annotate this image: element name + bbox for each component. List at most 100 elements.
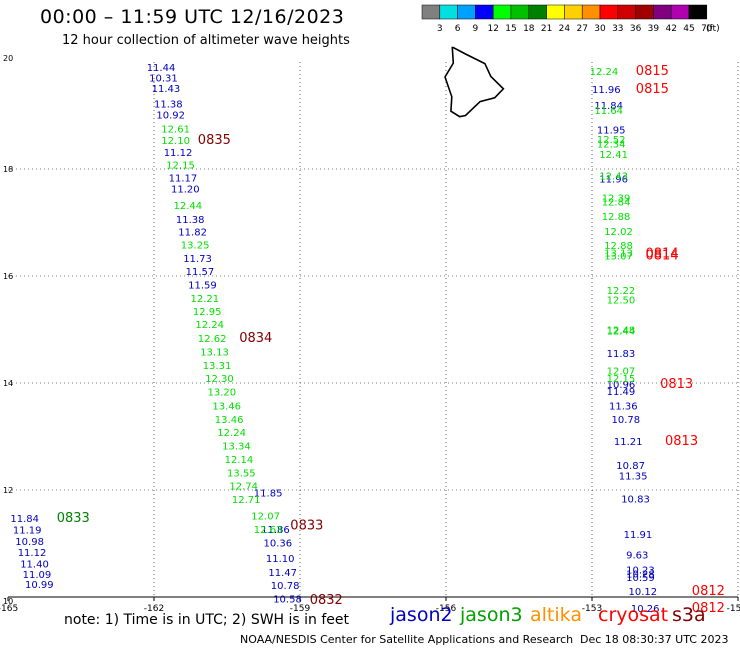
wave-height-label: 12.44 bbox=[174, 201, 203, 212]
wave-height-label: 12.63 bbox=[254, 525, 283, 536]
legend-label: 9 bbox=[473, 24, 479, 34]
time-label: 0833 bbox=[290, 518, 323, 533]
wave-height-label: 10.28 bbox=[626, 570, 655, 581]
wave-height-label: 11.96 bbox=[599, 175, 628, 186]
footer-note: note: 1) Time is in UTC; 2) SWH is in fe… bbox=[64, 612, 350, 628]
wave-height-label: 11.38 bbox=[176, 215, 205, 226]
wave-height-label: 12.95 bbox=[193, 307, 222, 318]
wave-height-label: 11.09 bbox=[23, 570, 52, 581]
wave-height-label: 10.23 bbox=[626, 566, 655, 577]
legend-label: 15 bbox=[505, 24, 516, 34]
wave-height-label: 11.36 bbox=[609, 402, 638, 413]
wave-height-label: 12.15 bbox=[166, 161, 195, 172]
time-label: 0832 bbox=[310, 593, 343, 608]
wave-height-label: 11.82 bbox=[178, 228, 207, 239]
wave-height-label: 12.24 bbox=[195, 320, 224, 331]
wave-height-label: 11.95 bbox=[597, 125, 626, 136]
wave-height-label: 12.34 bbox=[597, 139, 626, 150]
time-label: 0833 bbox=[57, 511, 90, 526]
time-label: 0814 bbox=[646, 247, 679, 262]
wave-height-label: 11.49 bbox=[607, 387, 636, 398]
legend-swatch bbox=[635, 4, 654, 20]
wave-height-label: 13.25 bbox=[181, 240, 210, 251]
time-label: 0812 bbox=[692, 601, 725, 616]
legend-swatch bbox=[492, 4, 512, 20]
wave-height-label: 10.58 bbox=[273, 595, 302, 606]
wave-height-label: 11.12 bbox=[18, 548, 47, 559]
wave-height-label: 10.78 bbox=[612, 415, 641, 426]
y-tick-label: 10 bbox=[3, 597, 13, 606]
x-tick-label: -156 bbox=[436, 604, 457, 614]
legend-label: 24 bbox=[559, 24, 571, 34]
time-label: 0814 bbox=[646, 249, 679, 264]
legend-swatch bbox=[528, 4, 547, 20]
legend-swatch bbox=[670, 4, 690, 20]
time-label: 0813 bbox=[665, 434, 698, 449]
wave-height-label: 11.19 bbox=[13, 526, 42, 537]
wave-height-label: 11.40 bbox=[20, 559, 49, 570]
satellite-s3a: s3a bbox=[672, 604, 706, 626]
wave-height-label: 11.86 bbox=[261, 525, 290, 536]
wave-height-label: 12.62 bbox=[198, 334, 227, 345]
x-tick-label: -165 bbox=[0, 604, 18, 614]
wave-height-label: 11.43 bbox=[152, 84, 181, 95]
wave-height-label: 12.48 bbox=[607, 326, 636, 337]
legend-label: 33 bbox=[612, 24, 623, 34]
wave-height-label: 13.07 bbox=[604, 252, 633, 263]
legend-swatch bbox=[617, 4, 636, 20]
time-label: 0835 bbox=[198, 133, 231, 148]
satellite-jason2: jason2 bbox=[390, 604, 453, 626]
legend-label: 39 bbox=[648, 24, 660, 34]
legend-unit: (ft) bbox=[706, 24, 720, 34]
wave-height-label: 10.92 bbox=[156, 110, 185, 121]
wave-height-label: 12.07 bbox=[251, 512, 280, 523]
wave-height-label: 12.22 bbox=[607, 286, 636, 297]
wave-height-label: 12.07 bbox=[607, 367, 636, 378]
chart-title: 00:00 – 11:59 UTC 12/16/2023 bbox=[40, 6, 345, 28]
island-outline bbox=[444, 46, 505, 118]
legend-label: 45 bbox=[683, 24, 694, 34]
wave-height-label: 11.91 bbox=[624, 530, 653, 541]
legend-swatch bbox=[475, 4, 494, 20]
wave-height-label: 13.31 bbox=[203, 361, 232, 372]
wave-height-label: 10.98 bbox=[15, 537, 44, 548]
wave-height-label: 12.30 bbox=[205, 374, 234, 385]
wave-height-label: 11.96 bbox=[592, 85, 621, 96]
legend-swatch bbox=[439, 4, 458, 20]
wave-height-label: 12.88 bbox=[602, 212, 631, 223]
time-label: 0815 bbox=[636, 64, 669, 79]
island-hawaii bbox=[444, 46, 505, 118]
legend-label: 42 bbox=[665, 24, 676, 34]
wave-height-label: 13.13 bbox=[604, 249, 633, 260]
legend-swatch bbox=[688, 4, 708, 20]
chart-subtitle: 12 hour collection of altimeter wave hei… bbox=[62, 33, 350, 48]
x-tick-label: -153 bbox=[582, 604, 602, 614]
wave-height-label: 12.10 bbox=[161, 136, 190, 147]
satellite-altika: altika bbox=[530, 604, 582, 626]
legend-swatch bbox=[581, 4, 601, 20]
wave-height-label: 13.46 bbox=[212, 402, 241, 413]
wave-height-label: 11.38 bbox=[154, 100, 183, 111]
legend-label: 30 bbox=[594, 24, 606, 34]
legend-label: 36 bbox=[630, 24, 642, 34]
wave-height-label: 11.12 bbox=[164, 148, 193, 159]
wave-height-label: 12.71 bbox=[232, 495, 261, 506]
wave-height-label: 11.47 bbox=[268, 568, 297, 579]
x-tick-label: -15 bbox=[727, 604, 740, 614]
y-tick-label: 16 bbox=[3, 272, 13, 281]
wave-height-label: 11.83 bbox=[607, 349, 636, 360]
time-label: 0812 bbox=[692, 584, 725, 599]
legend-label: 6 bbox=[455, 24, 461, 34]
wave-height-label: 12.24 bbox=[590, 67, 619, 78]
wave-height-label: 12.84 bbox=[602, 198, 631, 209]
wave-height-label: 11.84 bbox=[10, 514, 39, 525]
wave-height-label: 10.36 bbox=[264, 538, 293, 549]
wave-height-label: 10.12 bbox=[629, 587, 658, 598]
wave-height-label: 12.88 bbox=[604, 241, 633, 252]
legend-swatch bbox=[510, 4, 530, 20]
wave-height-label: 12.15 bbox=[607, 374, 636, 385]
legend-label: 70 bbox=[701, 24, 713, 34]
wave-height-label: 10.59 bbox=[626, 573, 655, 584]
wave-height-label: 11.35 bbox=[619, 472, 648, 483]
y-tick-label: 14 bbox=[3, 379, 13, 388]
